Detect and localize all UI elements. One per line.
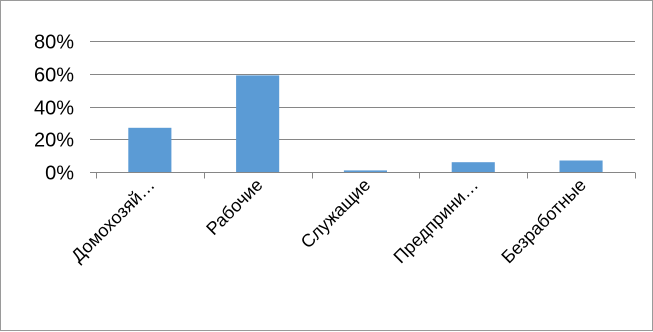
- bar: [128, 127, 172, 172]
- gridlines: [96, 41, 635, 140]
- y-tick-label: 80%: [34, 32, 74, 54]
- y-tick-label: 60%: [34, 65, 74, 87]
- bar: [451, 162, 495, 172]
- bar: [559, 160, 603, 172]
- x-category-label: Рабочие: [202, 175, 266, 239]
- y-tick-label: 0%: [45, 163, 74, 185]
- bar: [343, 170, 387, 172]
- y-tick-label: 40%: [34, 98, 74, 120]
- x-category-label: Служащие: [297, 175, 375, 253]
- x-category-label: Домохозяй…: [67, 175, 158, 266]
- axes: [90, 41, 636, 179]
- bars: [128, 75, 603, 172]
- y-tick-label: 20%: [34, 130, 74, 152]
- x-category-label: Безработные: [497, 175, 589, 267]
- x-category-label: Предприни…: [390, 175, 483, 268]
- x-axis-category-labels: Домохозяй… Рабочие Служащие Предприни… Безра…: [67, 175, 590, 268]
- y-axis-tick-labels: 0% 20% 40% 60% 80%: [34, 32, 74, 185]
- bar: [236, 75, 280, 172]
